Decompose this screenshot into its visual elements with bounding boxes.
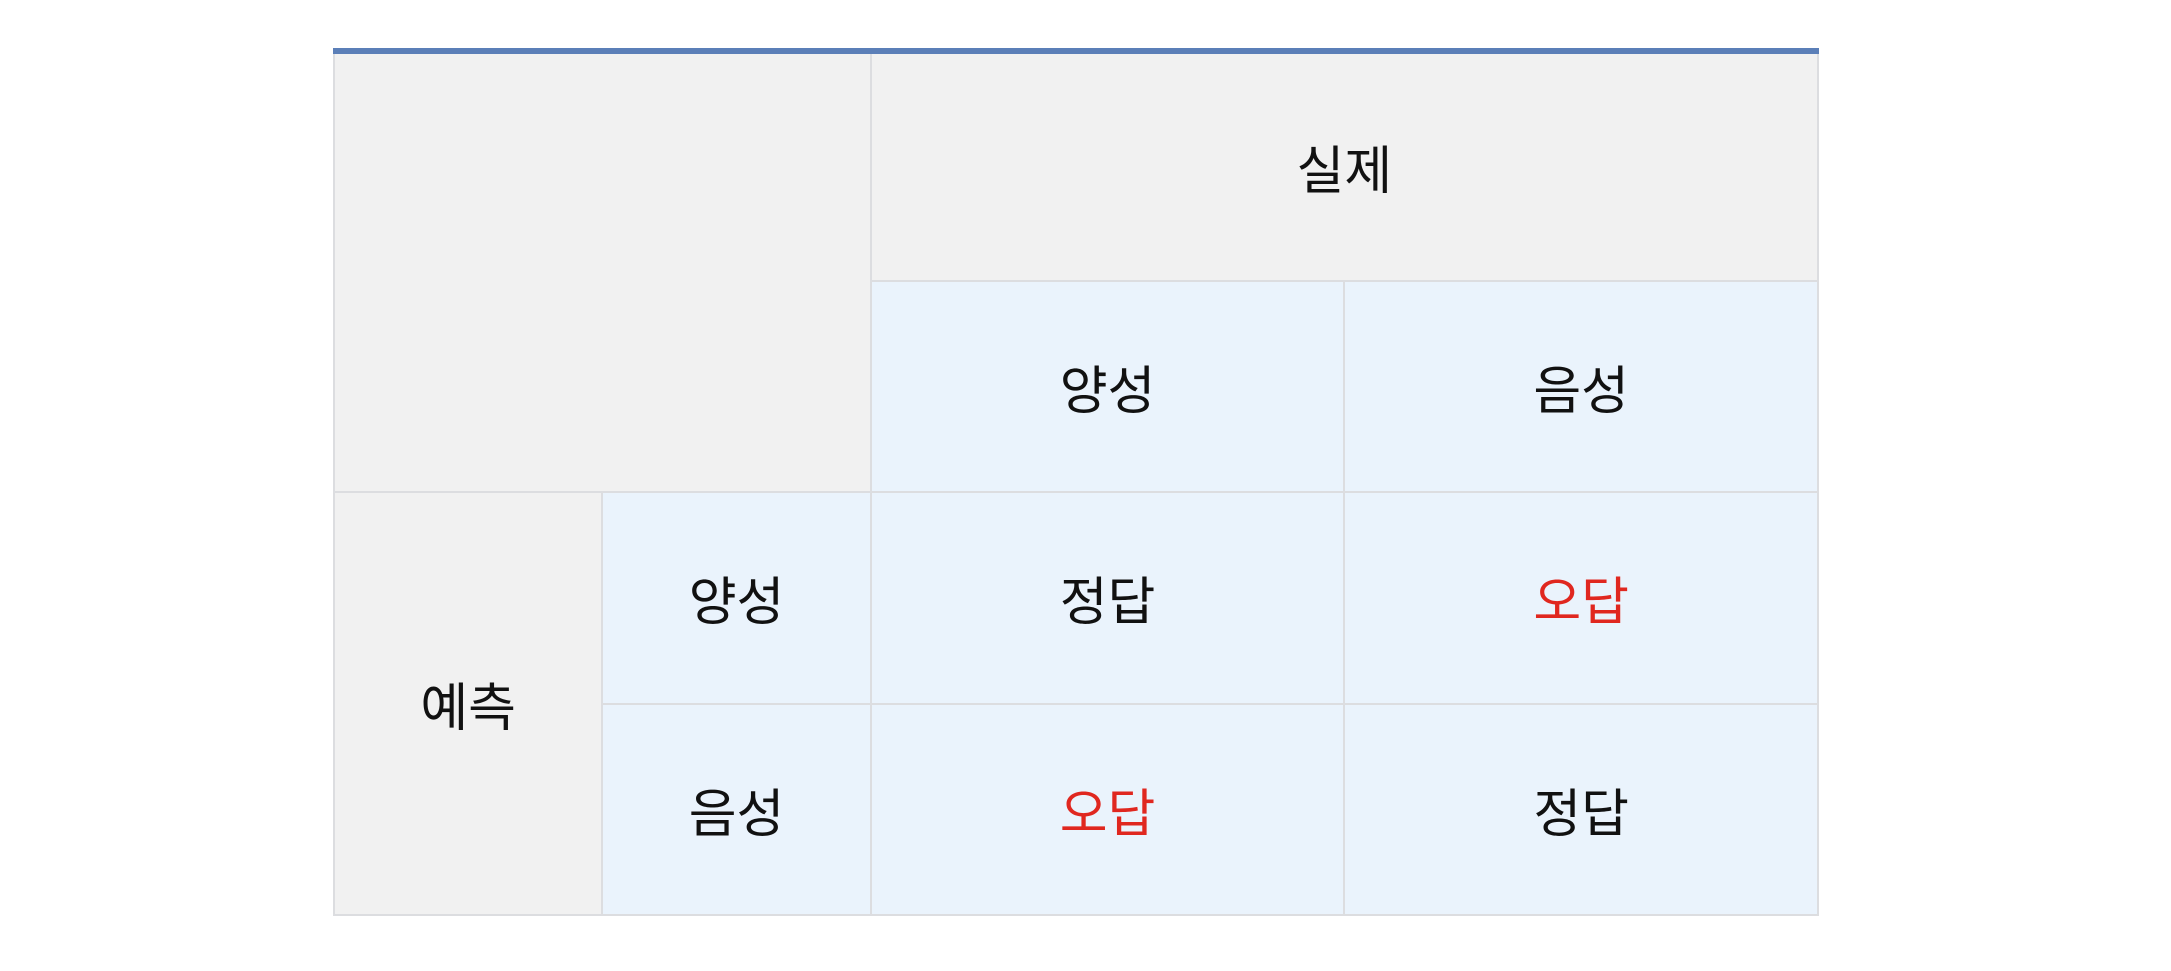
actual-header-label: 실제 <box>1296 142 1393 203</box>
predicted-negative-label: 음성 <box>688 784 785 845</box>
actual-header-cell: 실제 <box>869 51 1820 282</box>
predicted-group-label: 예측 <box>420 679 517 740</box>
corner-empty-cell <box>333 51 872 494</box>
confusion-matrix-table: 실제 양성 음성 예측 양성 정답 오답 음성 오답 정답 <box>332 48 1820 916</box>
predicted-negative-row: 음성 오답 정답 <box>334 702 1819 916</box>
actual-negative-label: 음성 <box>1533 361 1630 422</box>
cell-value: 정답 <box>1059 573 1156 634</box>
predicted-positive-header: 양성 <box>601 491 872 705</box>
header-row-actual: 실제 <box>333 51 1820 494</box>
cell-value: 정답 <box>1533 784 1630 845</box>
predicted-positive-label: 양성 <box>688 573 785 634</box>
predicted-negative-header: 음성 <box>601 702 872 916</box>
predicted-group-cell: 예측 <box>332 491 604 916</box>
false-positive-cell: 오답 <box>1343 491 1819 705</box>
cell-value: 오답 <box>1059 784 1156 845</box>
header-row-classes: 양성 음성 <box>334 279 1819 494</box>
true-positive-cell: 정답 <box>869 491 1346 705</box>
cell-value: 오답 <box>1533 573 1630 634</box>
true-negative-cell: 정답 <box>1343 702 1819 916</box>
actual-positive-header: 양성 <box>869 279 1346 494</box>
false-negative-cell: 오답 <box>869 702 1346 916</box>
actual-negative-header: 음성 <box>1343 279 1819 494</box>
actual-positive-label: 양성 <box>1059 361 1156 422</box>
predicted-positive-row: 예측 양성 정답 오답 <box>332 491 1819 916</box>
